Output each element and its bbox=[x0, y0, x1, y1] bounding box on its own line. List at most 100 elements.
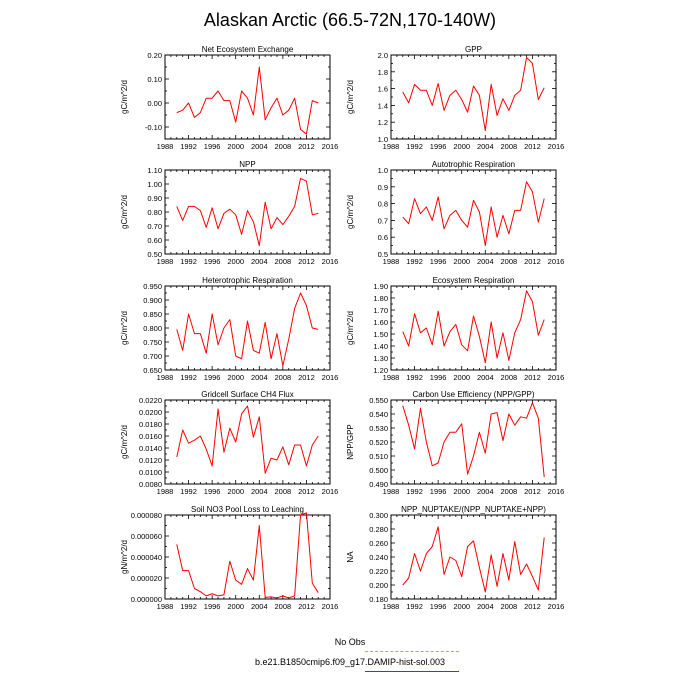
x-tick-label: 2016 bbox=[322, 602, 339, 611]
x-tick-label: 2012 bbox=[524, 487, 541, 496]
x-tick-label: 2016 bbox=[548, 142, 565, 151]
y-tick-label: 1.0 bbox=[378, 135, 388, 144]
series-line bbox=[402, 526, 545, 593]
x-tick-label: 2012 bbox=[298, 373, 315, 382]
x-tick-label: 2000 bbox=[227, 487, 244, 496]
x-tick-label: 1988 bbox=[383, 373, 400, 382]
x-tick-label: 2008 bbox=[501, 373, 518, 382]
x-tick-label: 2004 bbox=[477, 373, 494, 382]
panel-title: NPP bbox=[239, 160, 255, 169]
x-tick-label: 2004 bbox=[251, 373, 268, 382]
y-tick-label: 0.260 bbox=[369, 539, 388, 548]
y-tick-label: 1.10 bbox=[147, 166, 162, 175]
y-tick-label: 1.90 bbox=[373, 282, 388, 291]
panel-title: Heterotrophic Respiration bbox=[202, 276, 293, 285]
y-tick-label: 0.750 bbox=[143, 338, 162, 347]
x-tick-label: 2012 bbox=[524, 257, 541, 266]
y-tick-label: 1.80 bbox=[373, 294, 388, 303]
y-tick-label: 0.5 bbox=[378, 250, 388, 259]
y-tick-label: 1.00 bbox=[147, 180, 162, 189]
x-tick-label: 1996 bbox=[204, 142, 221, 151]
y-tick-label: 0.20 bbox=[147, 51, 162, 60]
y-tick-label: 0.000060 bbox=[131, 532, 162, 541]
x-tick-label: 1988 bbox=[157, 373, 174, 382]
x-tick-label: 1988 bbox=[383, 602, 400, 611]
y-tick-label: -0.10 bbox=[145, 123, 162, 132]
x-tick-label: 1996 bbox=[430, 142, 447, 151]
panel-title: Ecosystem Respiration bbox=[433, 276, 515, 285]
x-tick-label: 2000 bbox=[453, 373, 470, 382]
x-tick-label: 2000 bbox=[227, 142, 244, 151]
x-tick-label: 2008 bbox=[275, 142, 292, 151]
y-tick-label: 0.180 bbox=[369, 595, 388, 604]
x-tick-label: 1992 bbox=[180, 142, 197, 151]
x-tick-label: 2008 bbox=[501, 142, 518, 151]
series-line bbox=[402, 290, 545, 364]
plot-frame bbox=[164, 514, 331, 600]
x-tick-label: 1992 bbox=[180, 373, 197, 382]
y-tick-label: 0.950 bbox=[143, 282, 162, 291]
x-tick-label: 2012 bbox=[524, 602, 541, 611]
y-tick-label: 0.0180 bbox=[139, 420, 162, 429]
x-tick-label: 1996 bbox=[204, 373, 221, 382]
y-tick-label: 0.200 bbox=[369, 581, 388, 590]
y-tick-label: 1.40 bbox=[373, 342, 388, 351]
y-tick-label: 1.70 bbox=[373, 306, 388, 315]
series-line bbox=[176, 405, 319, 474]
chart-panel: Heterotrophic Respiration gC/m^2/d 1988 199… bbox=[120, 276, 338, 382]
x-tick-label: 2012 bbox=[524, 373, 541, 382]
y-tick-label: 0.00 bbox=[147, 99, 162, 108]
y-axis-label: gC/m^2/d bbox=[120, 195, 129, 229]
y-tick-label: 0.300 bbox=[369, 511, 388, 520]
chart-panel: Ecosystem Respiration gC/m^2/d 1988 1992 199… bbox=[346, 276, 564, 382]
y-tick-label: 0.70 bbox=[147, 222, 162, 231]
chart-panel: GPP gC/m^2/d 1988 1992 1996 2000 2004 2008 2012 2… bbox=[346, 45, 564, 151]
y-tick-label: 1.20 bbox=[373, 366, 388, 375]
x-tick-label: 2012 bbox=[298, 142, 315, 151]
x-tick-label: 1988 bbox=[157, 257, 174, 266]
x-tick-label: 2016 bbox=[322, 373, 339, 382]
y-tick-label: 0.000000 bbox=[131, 595, 162, 604]
y-tick-label: 0.10 bbox=[147, 75, 162, 84]
y-tick-label: 0.510 bbox=[369, 452, 388, 461]
legend-obs-line bbox=[365, 651, 459, 652]
chart-panel: Soil NO3 Pool Loss to Leaching gN/m^2/d 19… bbox=[120, 505, 338, 611]
y-tick-label: 0.0120 bbox=[139, 456, 162, 465]
x-tick-label: 2008 bbox=[275, 487, 292, 496]
y-tick-label: 0.000040 bbox=[131, 553, 162, 562]
x-tick-label: 2000 bbox=[453, 257, 470, 266]
chart-panel: Autotrophic Respiration gC/m^2/d 1988 1992 1… bbox=[346, 160, 564, 266]
x-tick-label: 1992 bbox=[406, 142, 423, 151]
panel-title: Autotrophic Respiration bbox=[432, 160, 515, 169]
x-tick-label: 2016 bbox=[548, 487, 565, 496]
y-tick-label: 0.90 bbox=[147, 194, 162, 203]
chart-panel: Net Ecosystem Exchange gC/m^2/d 1988 1992 19… bbox=[120, 45, 338, 151]
y-tick-label: 0.500 bbox=[369, 466, 388, 475]
y-tick-label: 1.50 bbox=[373, 330, 388, 339]
x-tick-label: 2004 bbox=[477, 257, 494, 266]
x-tick-label: 1996 bbox=[430, 602, 447, 611]
x-tick-label: 2000 bbox=[453, 487, 470, 496]
x-tick-label: 1988 bbox=[157, 487, 174, 496]
x-tick-label: 2004 bbox=[251, 257, 268, 266]
x-tick-label: 2012 bbox=[298, 602, 315, 611]
x-tick-label: 2012 bbox=[298, 257, 315, 266]
y-tick-label: 0.540 bbox=[369, 410, 388, 419]
y-tick-label: 0.8 bbox=[378, 200, 388, 209]
x-tick-label: 1992 bbox=[180, 487, 197, 496]
x-tick-label: 2016 bbox=[322, 257, 339, 266]
series-line bbox=[402, 181, 545, 247]
y-axis-label: gC/m^2/d bbox=[120, 311, 129, 345]
x-tick-label: 2000 bbox=[227, 257, 244, 266]
chart-panel: Gridcell Surface CH4 Flux gC/m^2/d 1988 199… bbox=[120, 390, 338, 496]
panel-title: GPP bbox=[465, 45, 482, 54]
y-tick-label: 0.9 bbox=[378, 183, 388, 192]
y-tick-label: 0.60 bbox=[147, 236, 162, 245]
x-tick-label: 2016 bbox=[548, 373, 565, 382]
x-tick-label: 2008 bbox=[501, 257, 518, 266]
y-tick-label: 0.530 bbox=[369, 424, 388, 433]
chart-panel: NPP gC/m^2/d 1988 1992 1996 2000 2004 2008 2012 2… bbox=[120, 160, 338, 266]
x-tick-label: 2004 bbox=[477, 142, 494, 151]
y-tick-label: 1.30 bbox=[373, 354, 388, 363]
